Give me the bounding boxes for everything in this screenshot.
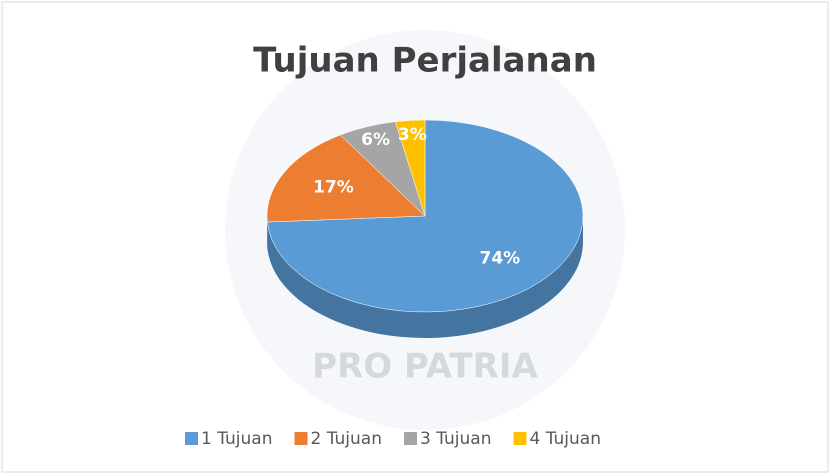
legend-label: 3 Tujuan	[420, 429, 492, 449]
legend-label: 2 Tujuan	[311, 429, 383, 449]
slice	[266, 134, 426, 223]
legend-swatch	[294, 432, 308, 445]
data-label: 6%	[361, 130, 390, 150]
legend: 1 Tujuan 2 Tujuan 3 Tujuan 4 Tujuan	[185, 429, 601, 449]
slice-side	[267, 216, 583, 338]
data-label: 74%	[480, 249, 521, 269]
pie: 74% 17% 6% 3%	[266, 119, 584, 338]
legend-label: 4 Tujuan	[530, 429, 602, 449]
legend-swatch	[513, 432, 527, 445]
data-label: 17%	[313, 178, 354, 198]
chart-title: Tujuan Perjalanan	[253, 41, 597, 81]
legend-swatch	[185, 432, 198, 445]
data-label: 3%	[398, 125, 427, 145]
slice	[395, 119, 426, 217]
legend-label: 1 Tujuan	[201, 429, 273, 449]
legend-swatch	[404, 432, 417, 445]
watermark: PRO PATRIA	[312, 347, 538, 387]
